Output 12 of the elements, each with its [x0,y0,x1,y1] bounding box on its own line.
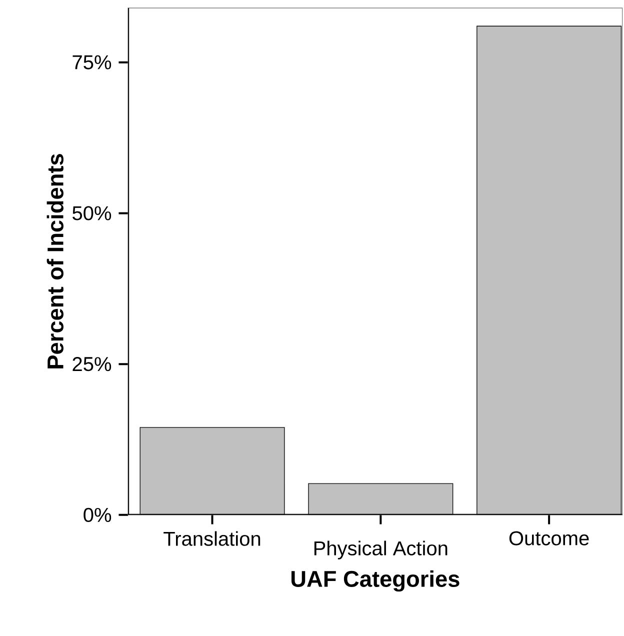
x-tick-label: Outcome [509,531,589,546]
y-tick-label: 50% [72,206,111,220]
y-tick-label: 0% [83,508,111,522]
bar [140,427,285,515]
x-tick-label: Translation [163,531,260,546]
y-tick-label: 25% [72,356,111,372]
y-axis-title: Percent of Incidents [46,154,64,368]
x-axis-title: UAF Categories [291,570,460,592]
bar [308,483,454,515]
x-tick-label: Physical Action [314,540,448,560]
y-tick-label: 75% [72,55,111,70]
bar [476,26,622,515]
